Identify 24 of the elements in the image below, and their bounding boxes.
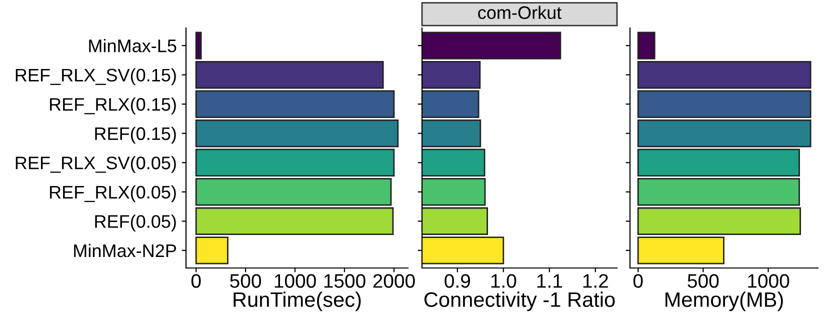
- y-tick-label: REF_RLX_SV(0.05): [16, 156, 176, 173]
- x-tick-label: 1500: [324, 274, 366, 288]
- x-tick-label: 0.9: [444, 274, 470, 288]
- x-tick-label: 500: [230, 274, 262, 288]
- x-tick-label: 0: [191, 274, 201, 288]
- x-tick-label: 1.1: [537, 274, 562, 288]
- y-tick-label: REF(0.05): [95, 214, 176, 232]
- x-tick-label: 1.2: [583, 274, 608, 288]
- x-tick-label: 2000: [373, 274, 415, 288]
- x-tick-label: 500: [688, 274, 719, 288]
- chart-title: com-Orkut: [478, 6, 562, 20]
- y-tick-label: REF(0.15): [95, 126, 176, 144]
- y-tick-label: REF_RLX(0.15): [50, 98, 176, 114]
- x-axis-title: Connectivity -1 Ratio: [424, 292, 615, 312]
- y-tick-label: MinMax-N2P: [74, 244, 176, 258]
- x-tick-label: 1000: [748, 274, 790, 288]
- x-tick-label: 1000: [274, 274, 316, 288]
- y-tick-label: REF_RLX_SV(0.15): [16, 68, 176, 86]
- x-axis-title: Memory(MB): [666, 292, 783, 312]
- x-tick-label: 0: [633, 274, 643, 288]
- y-tick-label: REF_RLX(0.05): [50, 185, 176, 202]
- y-tick-label: MinMax-L5: [89, 39, 176, 52]
- x-tick-label: 1.0: [491, 274, 516, 288]
- x-axis-title: RunTime(sec): [234, 292, 361, 312]
